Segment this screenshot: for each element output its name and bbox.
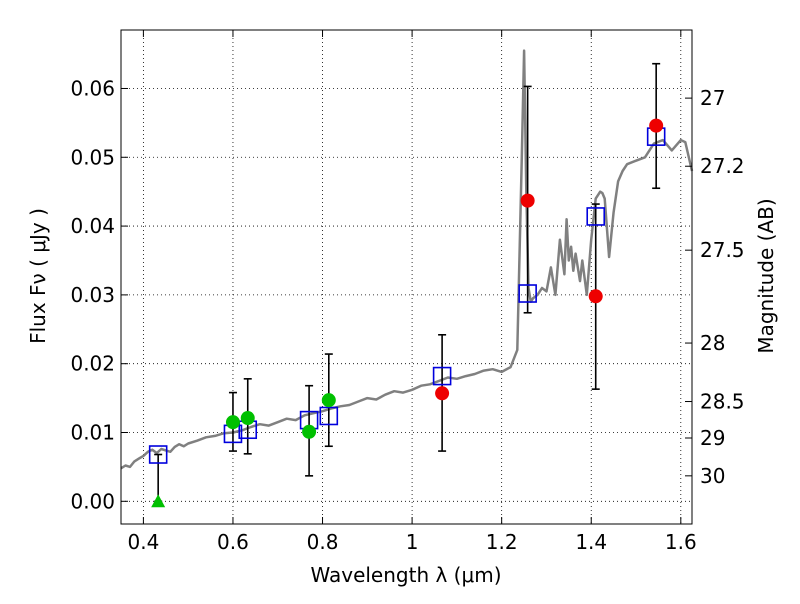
x-tick-label: 1.6: [665, 530, 697, 554]
observation-green-point: [225, 415, 240, 430]
x-axis-label: Wavelength λ (μm): [310, 563, 501, 587]
y2-tick-label: 29: [700, 426, 725, 450]
y-tick-label: 0.01: [70, 420, 115, 444]
y-tick-label: 0.02: [70, 352, 115, 376]
observation-green-point: [321, 393, 336, 408]
axes-frame: [120, 29, 693, 525]
x-tick-label: 1.4: [575, 530, 607, 554]
y-tick-label: 0.00: [70, 489, 115, 513]
observation-red-point: [649, 118, 664, 133]
observation-red-point: [435, 386, 450, 401]
model-bandpass-marker: [518, 284, 537, 303]
x-tick-label: 1.2: [486, 530, 518, 554]
axis-ticks: 0.4 0.6 0.8 1 1.2 1.4 1.6 0.00 0.01 0.02 0.03 0.04 0…: [70, 30, 745, 554]
y2-tick-label: 27: [700, 86, 725, 110]
y-tick-label: 0.05: [70, 145, 115, 169]
y-axis-label: Flux Fν ( μJy ): [26, 208, 50, 344]
model-spectrum-line: [120, 49, 694, 470]
y-tick-label: 0.04: [70, 214, 115, 238]
observation-upper-limit-marker: [151, 494, 166, 508]
y2-tick-label: 27.2: [700, 154, 745, 178]
model-bandpass-marker: [586, 207, 606, 226]
x-tick-label: 0.4: [127, 530, 159, 554]
observation-red-point: [588, 289, 603, 304]
y-tick-label: 0.03: [70, 283, 115, 307]
model-bandpass-marker: [148, 445, 168, 464]
y2-tick-label: 28.5: [700, 390, 745, 414]
observation-green-point: [302, 424, 317, 439]
plot-area: [120, 49, 694, 508]
x-tick-label: 1: [406, 530, 419, 554]
y2-axis-label: Magnitude (AB): [754, 198, 778, 353]
x-tick-label: 0.6: [217, 530, 249, 554]
y2-tick-label: 30: [700, 464, 725, 488]
y2-tick-label: 27.5: [700, 238, 745, 262]
y-tick-label: 0.06: [70, 76, 115, 100]
x-tick-label: 0.8: [307, 530, 339, 554]
y2-tick-label: 28: [700, 331, 725, 355]
model-bandpass-marker: [319, 406, 339, 426]
observation-red-point: [520, 193, 535, 208]
observation-green-point: [240, 411, 255, 426]
model-bandpass-marker: [432, 366, 452, 386]
